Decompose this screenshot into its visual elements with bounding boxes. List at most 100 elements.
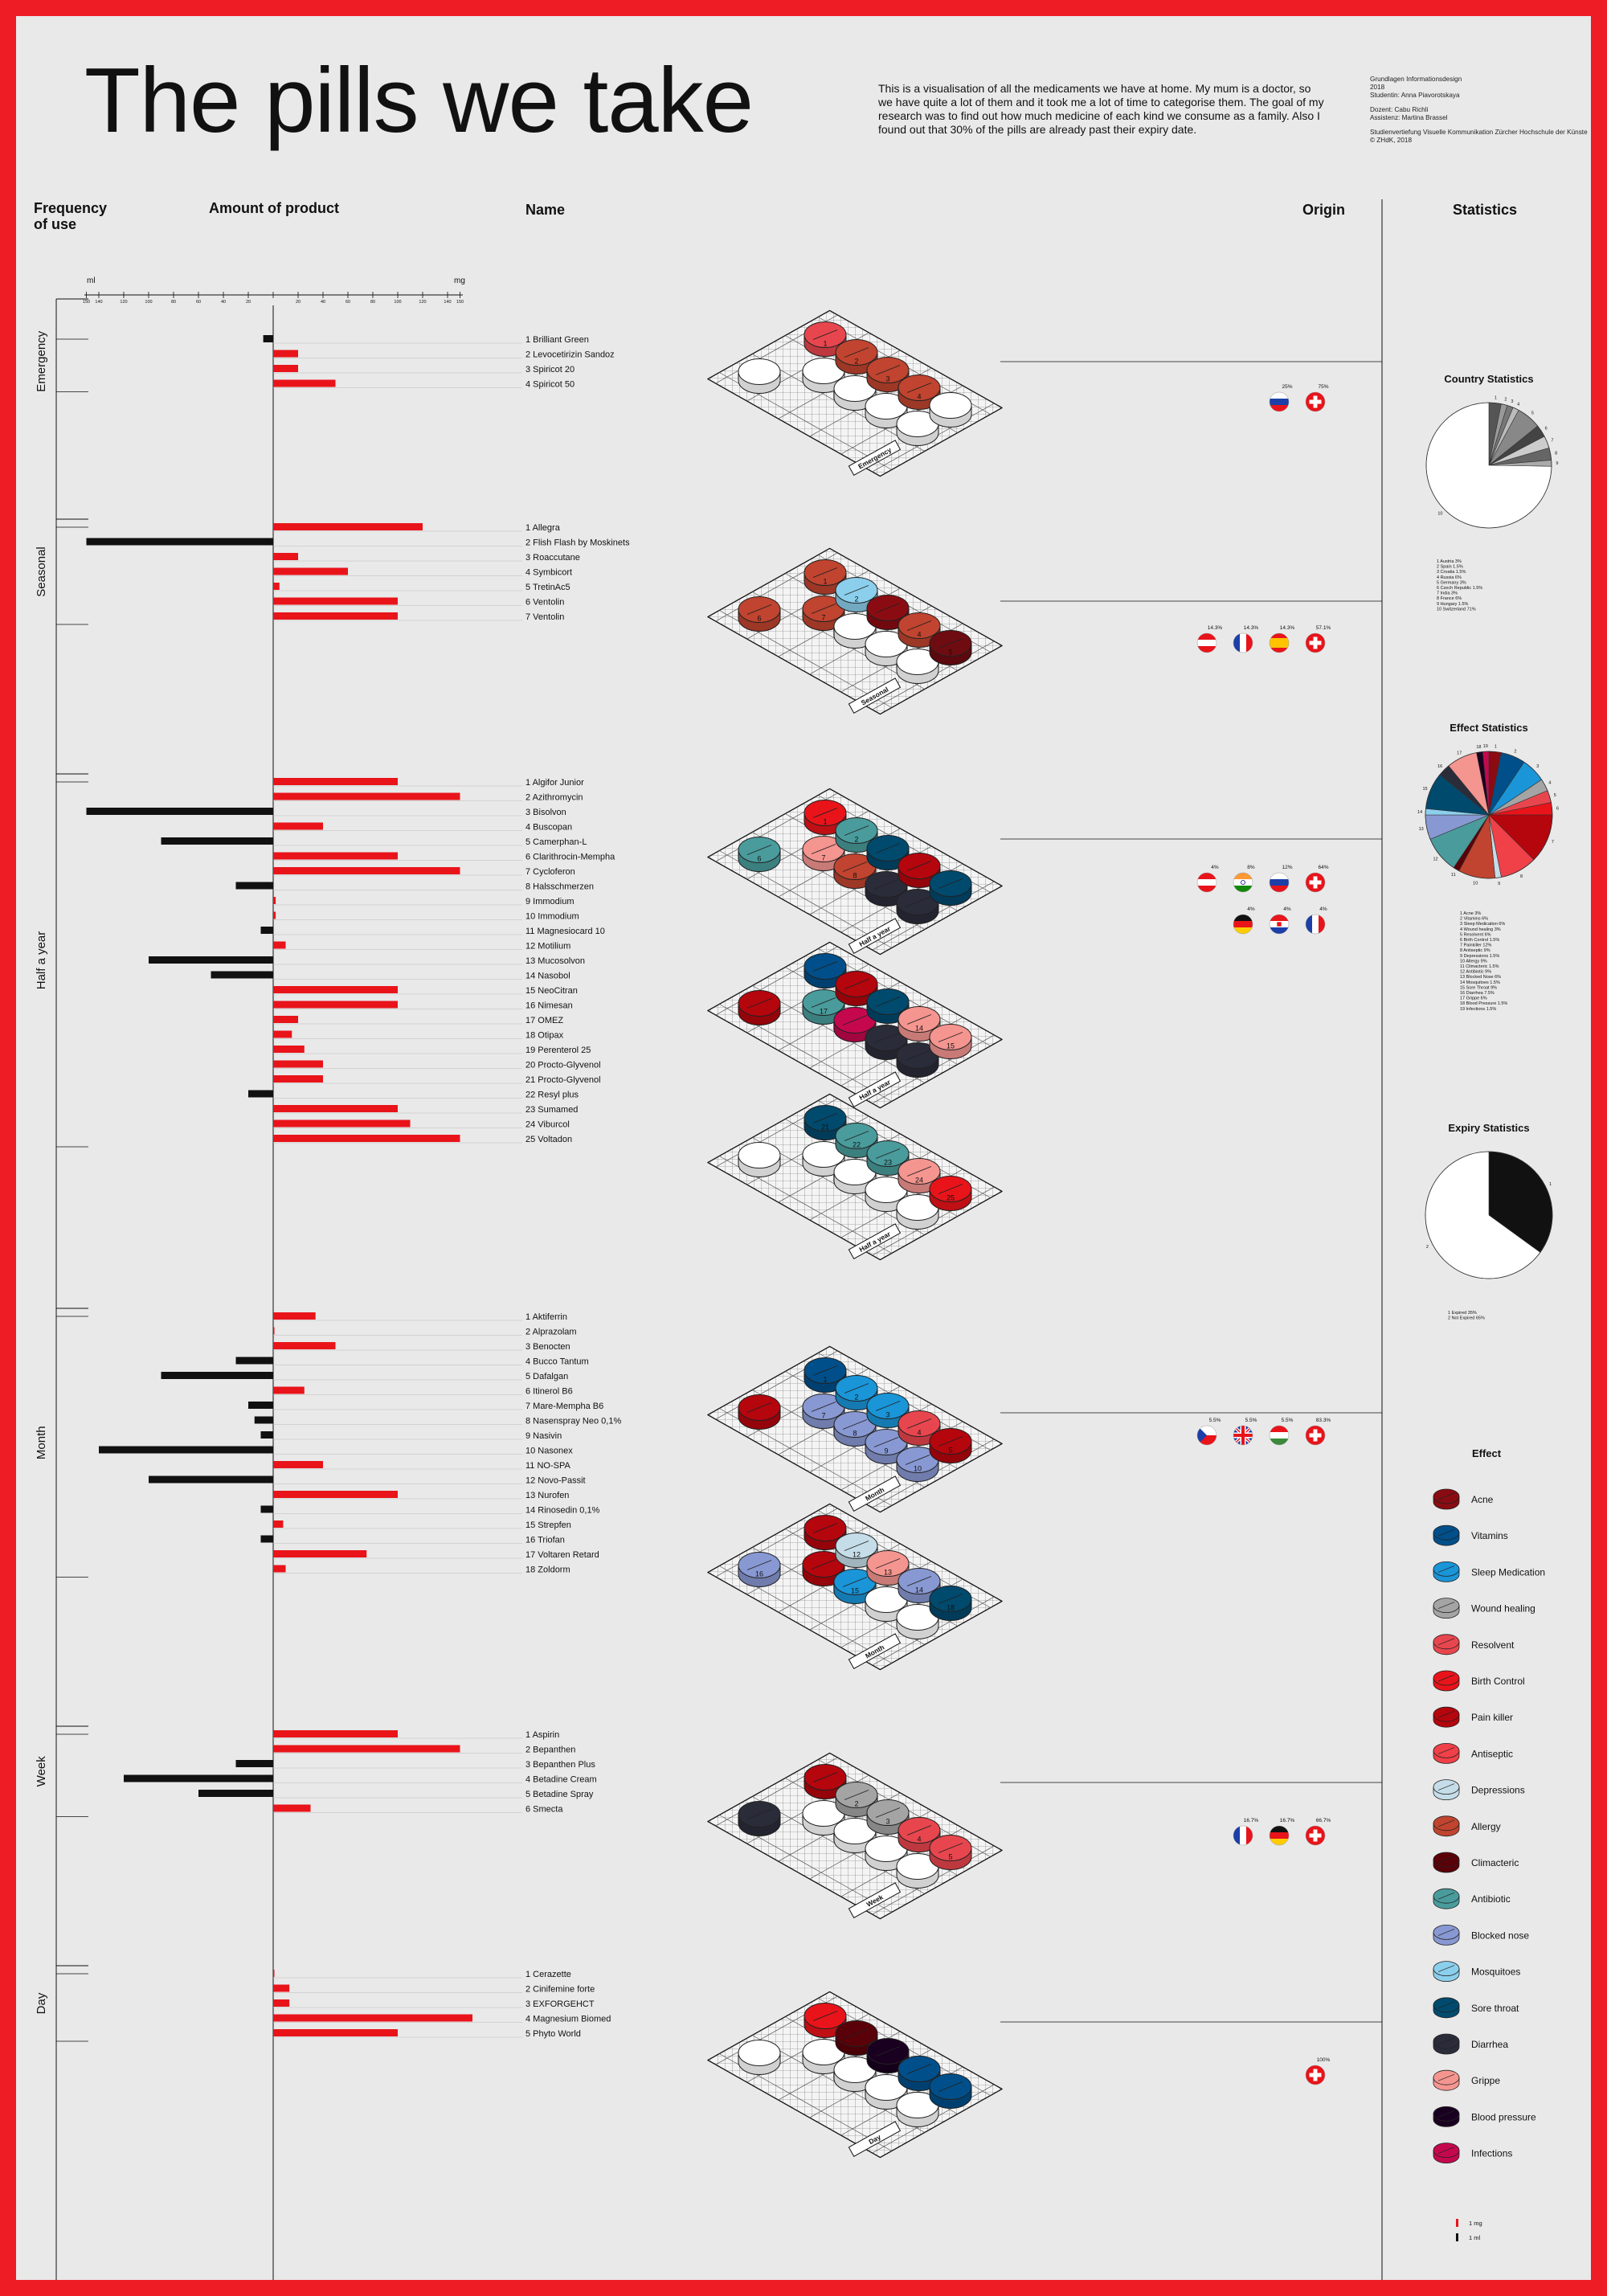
effect-legend-item: Allergy bbox=[1433, 1815, 1501, 1837]
origin-pct: 64% bbox=[1318, 865, 1328, 870]
legend-pill-score bbox=[1437, 1965, 1455, 1972]
pill-number: 14 bbox=[915, 1025, 923, 1033]
item-label: 13 Nurofen bbox=[525, 1491, 569, 1500]
pill-score bbox=[812, 1365, 838, 1376]
origin-pct: 14.3% bbox=[1208, 625, 1223, 631]
bar-15 bbox=[273, 986, 398, 993]
item-label: 1 Allegra bbox=[525, 523, 561, 533]
effect-legend-label: Sore throat bbox=[1471, 2003, 1519, 2014]
bar-1 bbox=[273, 778, 398, 785]
pill-shade bbox=[930, 2086, 971, 2109]
pill: 6 bbox=[738, 596, 781, 632]
pill bbox=[866, 2038, 910, 2073]
pill-number: 15 bbox=[851, 1587, 859, 1595]
bar-24 bbox=[273, 1119, 411, 1128]
pill-score bbox=[844, 825, 869, 836]
effect-legend-item: 16 Diarrhea 7.5% bbox=[1460, 991, 1495, 996]
item-label: 1 Brilliant Green bbox=[525, 335, 589, 345]
effect-legend-label: Mosquitoes bbox=[1471, 1967, 1520, 1978]
bar-2 bbox=[86, 538, 273, 546]
item-label: 2 Azithromycin bbox=[525, 793, 583, 803]
item-label: 4 Betadine Cream bbox=[525, 1775, 597, 1785]
pill bbox=[929, 2073, 972, 2109]
origin-pct: 8% bbox=[1247, 865, 1255, 870]
pill-number: 6 bbox=[757, 615, 761, 623]
pill-number: 5 bbox=[948, 1447, 952, 1455]
bar-4 bbox=[235, 1357, 273, 1365]
item-label: 3 Spiricot 20 bbox=[525, 365, 575, 374]
bar-11 bbox=[273, 1461, 323, 1468]
item-label: 10 Immodium bbox=[525, 912, 579, 922]
pill-score bbox=[746, 1560, 772, 1570]
bar-25 bbox=[273, 1135, 460, 1142]
pill-shade bbox=[738, 1155, 780, 1177]
bar-6 bbox=[273, 852, 398, 860]
pill-score bbox=[875, 2046, 901, 2057]
bar-13 bbox=[149, 956, 273, 964]
effect-legend-item: 10 Allergy 9% bbox=[1460, 959, 1487, 964]
origin-week: 16.7% 16.7% 66.7% bbox=[1233, 1818, 1331, 1846]
effect-slice-label: 1 bbox=[1495, 744, 1497, 749]
origin-pct: 100% bbox=[1317, 2057, 1331, 2063]
pill-score bbox=[812, 329, 838, 340]
effect-slice-label: 10 bbox=[1473, 881, 1478, 886]
credit-line: Grundlagen Informationsdesign bbox=[1370, 76, 1462, 83]
effect-slice-label: 19 bbox=[1483, 744, 1488, 749]
item-label: 8 Halsschmerzen bbox=[525, 882, 594, 892]
expiry-slice-label: 1 bbox=[1549, 1182, 1552, 1187]
item-label: 4 Bucco Tantum bbox=[525, 1357, 589, 1367]
item-label: 17 Voltaren Retard bbox=[525, 1550, 599, 1560]
effect-legend-label: Blocked nose bbox=[1471, 1930, 1529, 1941]
credit-line: Studienvertiefung Visuelle Kommunikation… bbox=[1370, 129, 1588, 136]
pill-score bbox=[746, 604, 772, 615]
pill-score bbox=[938, 1843, 963, 1853]
flag-ru-icon bbox=[1269, 872, 1290, 893]
country-stats-title: Country Statistics bbox=[1444, 373, 1533, 385]
pill-shade bbox=[738, 2052, 780, 2075]
pill-top bbox=[929, 392, 972, 419]
pill-score bbox=[873, 1437, 899, 1447]
country-legend-item: 7 India 3% bbox=[1437, 591, 1458, 596]
blister-tag-box bbox=[848, 440, 902, 476]
blister-tag-box bbox=[848, 2121, 902, 2157]
effect-stats: Effect Statistics12345678910111213141516… bbox=[1417, 722, 1559, 1012]
pill-score bbox=[875, 365, 901, 375]
pill-score bbox=[875, 1148, 901, 1159]
pill: 5 bbox=[929, 630, 972, 665]
effect-legend-item: Birth Control bbox=[1433, 1670, 1525, 1692]
bar-7 bbox=[248, 1402, 273, 1409]
bar-19 bbox=[273, 1046, 305, 1053]
group-label: Seasonal bbox=[35, 546, 48, 597]
pill-shade bbox=[738, 609, 780, 632]
origin-pct: 4% bbox=[1319, 907, 1327, 912]
pill bbox=[738, 2040, 781, 2075]
item-label: 3 Roaccutane bbox=[525, 553, 580, 563]
pill bbox=[929, 392, 972, 428]
legend-pill-score bbox=[1437, 2073, 1455, 2081]
flag-es-icon bbox=[1269, 632, 1290, 653]
pill-number: 1 bbox=[823, 578, 827, 586]
pill-score bbox=[842, 1577, 868, 1587]
effect-slice-label: 13 bbox=[1419, 827, 1424, 832]
legend-pill-score bbox=[1437, 1638, 1455, 1646]
unit-legend-label: 1 mg bbox=[1469, 2220, 1482, 2227]
credit-line: 2018 bbox=[1370, 84, 1385, 91]
effect-legend-item: Blocked nose bbox=[1433, 1924, 1529, 1946]
credit-line: Studentin: Anna Piavorotskaya bbox=[1370, 92, 1460, 99]
group-day: Day 1 Cerazette 2 Cinifemine forte 3 EXFORG… bbox=[35, 1965, 1382, 2042]
origin-pct: 5.5% bbox=[1209, 1418, 1221, 1423]
pill-shade bbox=[930, 883, 971, 906]
country-legend-item: 8 France 6% bbox=[1437, 596, 1462, 601]
effect-legend: Effect Acne Vitamins Sleep Medication Wound … bbox=[1433, 1447, 1545, 2163]
origin-pct: 25% bbox=[1282, 384, 1292, 390]
bar-18 bbox=[273, 1030, 292, 1038]
bar-4 bbox=[273, 379, 336, 387]
pill-score bbox=[906, 861, 932, 871]
pill bbox=[896, 1194, 939, 1230]
bar-5 bbox=[161, 837, 273, 845]
pill-score bbox=[746, 845, 772, 855]
item-label: 5 Camerphan-L bbox=[525, 837, 587, 847]
flag-ch-icon bbox=[1305, 2065, 1326, 2085]
item-label: 2 Alprazolam bbox=[525, 1328, 577, 1337]
legend-pill-score bbox=[1437, 1492, 1455, 1500]
